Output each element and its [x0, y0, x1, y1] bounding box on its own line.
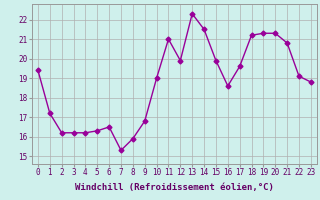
X-axis label: Windchill (Refroidissement éolien,°C): Windchill (Refroidissement éolien,°C): [75, 183, 274, 192]
